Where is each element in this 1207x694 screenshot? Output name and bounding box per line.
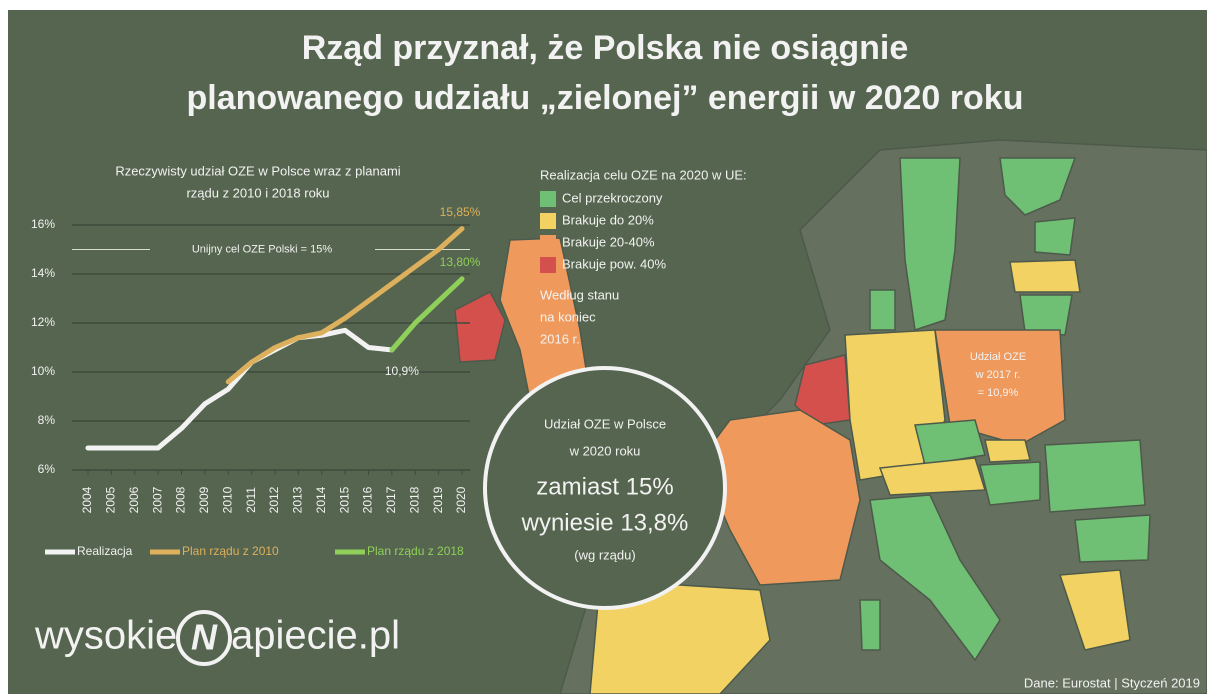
x-tick-label: 2017 xyxy=(384,486,398,513)
map-note: w 2017 r. xyxy=(975,369,1021,381)
ireland xyxy=(454,290,506,363)
x-tick-label: 2010 xyxy=(220,486,234,513)
map-legend-note: na koniec xyxy=(540,309,596,324)
x-tick-label: 2008 xyxy=(174,486,188,513)
italy xyxy=(869,494,1001,662)
x-tick-label: 2007 xyxy=(150,486,164,513)
czechia xyxy=(914,419,986,466)
map-legend-note: 2016 r. xyxy=(540,331,580,346)
value-label: 15,85% xyxy=(440,205,481,219)
logo: wysokie N apiecie.pl xyxy=(34,610,400,666)
map-legend-title: Realizacja celu OZE na 2020 w UE: xyxy=(540,167,747,182)
denmark xyxy=(869,289,896,331)
x-tick-label: 2005 xyxy=(104,486,118,513)
map-note: = 10,9% xyxy=(978,387,1019,399)
map-legend-label: Cel przekroczony xyxy=(562,190,663,205)
latvia xyxy=(1009,259,1081,293)
sweden xyxy=(899,157,961,331)
x-tick-label: 2004 xyxy=(80,486,94,513)
x-tick-label: 2018 xyxy=(407,486,421,513)
map-legend-note: Według stanu xyxy=(540,287,619,302)
chart-title: Rzeczywisty udział OZE w Polsce wraz z p… xyxy=(115,163,400,178)
series-line xyxy=(389,276,465,353)
x-tick-label: 2020 xyxy=(454,486,468,513)
circle-text: zamiast 15% xyxy=(536,473,673,500)
logo-left: wysokie xyxy=(34,614,177,658)
x-tick-label: 2014 xyxy=(314,486,328,513)
map-legend-swatch xyxy=(540,257,556,273)
target-label: Unijny cel OZE Polski = 15% xyxy=(192,243,333,255)
benelux xyxy=(794,354,851,426)
circle-text: w 2020 roku xyxy=(569,443,641,458)
y-tick-label: 16% xyxy=(31,217,55,231)
map-legend-label: Brakuje do 20% xyxy=(562,212,654,227)
spain-portugal xyxy=(589,579,771,694)
x-tick-label: 2015 xyxy=(337,486,351,513)
estonia xyxy=(1034,217,1076,256)
hungary xyxy=(979,461,1041,506)
series-line xyxy=(225,226,465,385)
x-tick-label: 2019 xyxy=(431,486,445,513)
finland xyxy=(999,157,1077,216)
x-tick-label: 2009 xyxy=(197,486,211,513)
circle-text: Udział OZE w Polsce xyxy=(544,416,666,431)
austria xyxy=(878,457,987,496)
value-label: 13,80% xyxy=(440,255,481,269)
source: Dane: Eurostat | Styczeń 2019 xyxy=(1024,675,1200,690)
y-tick-label: 10% xyxy=(31,364,55,378)
title: planowanego udziału „zielonej” energii w… xyxy=(187,79,1024,117)
legend-label: Plan rządu z 2010 xyxy=(182,544,279,558)
x-tick-label: 2006 xyxy=(127,486,141,513)
x-tick-label: 2011 xyxy=(244,487,258,513)
y-tick-label: 14% xyxy=(31,266,55,280)
chart-title: rządu z 2010 i 2018 roku xyxy=(186,185,329,200)
slovakia xyxy=(984,439,1031,463)
y-tick-label: 8% xyxy=(38,413,56,427)
map-legend-label: Brakuje pow. 40% xyxy=(562,256,667,271)
map xyxy=(454,139,1207,694)
poland xyxy=(934,329,1066,446)
logo-ring xyxy=(176,610,232,666)
logo-right: apiecie.pl xyxy=(231,614,400,658)
greece xyxy=(1058,569,1131,651)
bulgaria xyxy=(1074,514,1151,563)
x-tick-label: 2016 xyxy=(361,486,375,513)
map-note: Udział OZE xyxy=(970,351,1026,363)
map-legend-swatch xyxy=(540,191,556,207)
map-legend-label: Brakuje 20-40% xyxy=(562,234,655,249)
romania xyxy=(1044,439,1146,513)
map-legend-swatch xyxy=(540,235,556,251)
x-tick-label: 2013 xyxy=(291,486,305,513)
x-tick-label: 2012 xyxy=(267,486,281,513)
circle-text: wyniesie 13,8% xyxy=(521,509,689,536)
target-label-bg xyxy=(150,240,375,259)
legend-label: Realizacja xyxy=(77,544,133,558)
series-line xyxy=(85,327,395,451)
highlight-circle xyxy=(483,366,727,610)
value-label: 10,9% xyxy=(385,364,419,378)
y-tick-label: 6% xyxy=(38,462,56,476)
legend-label: Plan rządu z 2018 xyxy=(367,544,464,558)
sardinia xyxy=(859,599,881,651)
y-tick-label: 12% xyxy=(31,315,55,329)
lithuania xyxy=(1019,294,1073,336)
circle-text: (wg rządu) xyxy=(574,547,635,562)
logo-mark: N xyxy=(191,617,218,658)
title: Rząd przyznał, że Polska nie osiągnie xyxy=(302,29,909,67)
map-legend-swatch xyxy=(540,213,556,229)
